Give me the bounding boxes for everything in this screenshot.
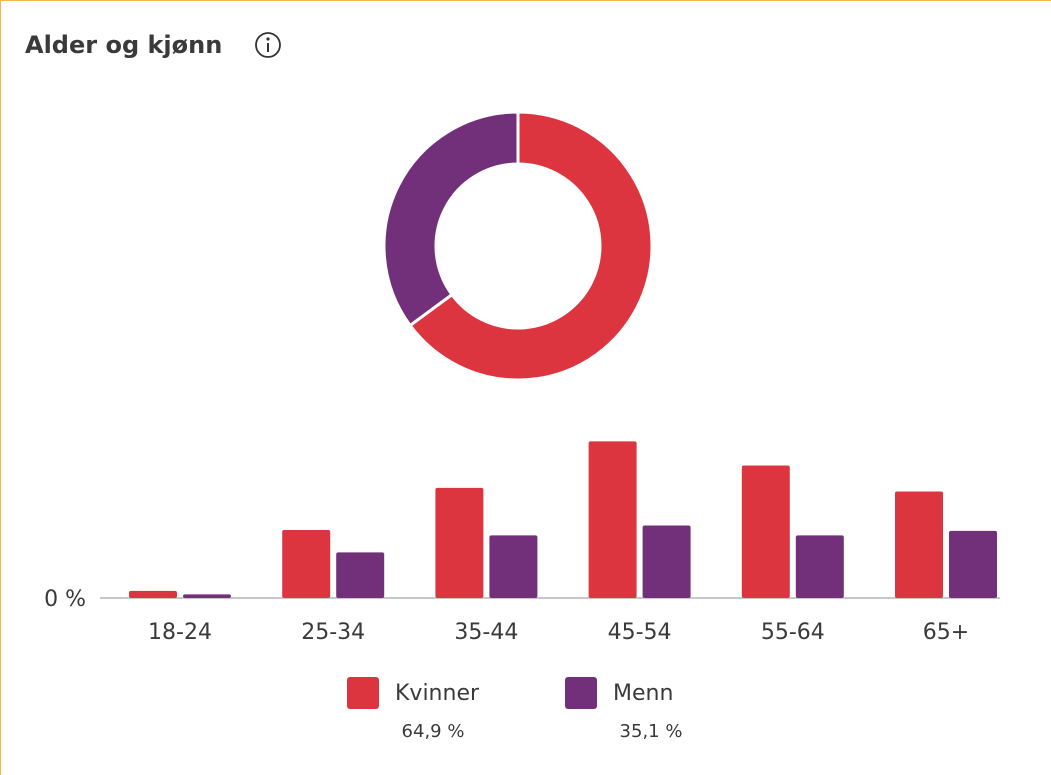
bar <box>642 525 691 598</box>
bar <box>588 441 637 598</box>
bar <box>183 594 231 598</box>
bar <box>949 530 997 598</box>
legend-swatch <box>565 677 597 709</box>
legend-value: 64,9 % <box>402 721 465 742</box>
card-title: Alder og kjønn <box>25 31 222 59</box>
legend-label: Menn <box>613 681 673 706</box>
bar <box>895 491 943 598</box>
legend-label: Kvinner <box>395 681 480 706</box>
bar <box>489 535 538 598</box>
bar <box>795 535 844 598</box>
bar <box>741 465 790 598</box>
legend-value: 35,1 % <box>620 721 683 742</box>
x-tick-label: 45-54 <box>608 620 672 645</box>
x-tick-label: 18-24 <box>148 620 212 645</box>
x-tick-label: 35-44 <box>454 620 518 645</box>
bar <box>129 590 177 598</box>
bar <box>336 552 385 598</box>
donut-slice <box>382 110 520 328</box>
bar <box>435 487 484 598</box>
x-tick-label: 65+ <box>923 620 969 645</box>
y-tick-label: 0 % <box>44 587 86 612</box>
donut-slice <box>407 110 654 382</box>
x-tick-label: 25-34 <box>301 620 365 645</box>
legend-swatch <box>347 677 379 709</box>
x-tick-label: 55-64 <box>761 620 825 645</box>
bar <box>282 529 331 598</box>
info-icon[interactable] <box>255 32 281 58</box>
